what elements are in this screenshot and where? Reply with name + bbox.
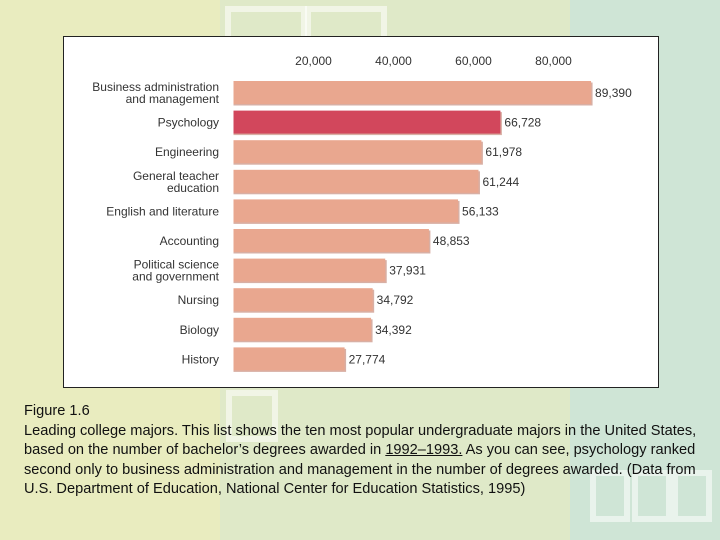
bar <box>233 81 592 104</box>
data-label: 61,978 <box>485 145 522 159</box>
category-label: Engineering <box>155 145 219 159</box>
caption-text-before: Leading college majors. This list shows … <box>24 422 697 459</box>
category-label: Biology <box>180 323 219 337</box>
category-label: Nursing <box>178 293 219 307</box>
category-label: English and literature <box>106 204 219 218</box>
bar <box>233 140 482 164</box>
data-label: 27,774 <box>349 352 386 366</box>
caption-date-link: 1992–1993. <box>385 442 463 459</box>
data-label: 56,133 <box>462 204 499 218</box>
category-label: Psychology <box>158 116 219 130</box>
category-label: Business administration <box>92 80 219 94</box>
x-tick-label: 20,000 <box>295 54 332 68</box>
background-tile <box>632 470 672 522</box>
category-label: education <box>167 181 219 195</box>
data-label: 34,792 <box>377 293 414 307</box>
category-label: History <box>182 352 219 366</box>
chart-panel: 20,000 40,000 60,000 80,000 89,390 Business a… <box>63 36 659 388</box>
bar-chart: 20,000 40,000 60,000 80,000 89,390 Business a… <box>92 54 632 372</box>
caption-text: Leading college majors. This list shows … <box>24 423 696 498</box>
data-label: 61,244 <box>482 175 519 189</box>
x-tick-label: 60,000 <box>455 54 492 68</box>
data-label: 37,931 <box>389 264 426 278</box>
data-label: 66,728 <box>504 116 541 130</box>
category-label: and management <box>126 92 220 106</box>
data-label: 48,853 <box>433 234 470 248</box>
category-label: Accounting <box>160 234 219 248</box>
data-label: 89,390 <box>595 86 632 100</box>
category-label: General teacher <box>133 169 219 183</box>
bar <box>233 199 459 223</box>
x-tick-label: 80,000 <box>535 54 572 68</box>
figure-caption: Figure 1.6 Leading college majors. This … <box>24 402 704 500</box>
background-tile <box>226 390 278 442</box>
category-label: Political science <box>134 258 220 272</box>
background-tile <box>590 470 630 522</box>
x-tick-label: 40,000 <box>375 54 412 68</box>
bar <box>233 229 429 252</box>
category-label: and government <box>132 270 219 284</box>
bar-highlight <box>233 110 501 134</box>
bar <box>233 169 479 193</box>
caption-text-after: As you can see, psychology ranked second… <box>24 442 696 498</box>
bar <box>233 347 345 371</box>
background-tile <box>672 470 712 522</box>
bar <box>233 317 372 341</box>
data-label: 34,392 <box>375 323 412 337</box>
caption-title: Figure 1.6 <box>24 403 90 419</box>
bar <box>233 288 373 312</box>
bar <box>233 258 386 282</box>
